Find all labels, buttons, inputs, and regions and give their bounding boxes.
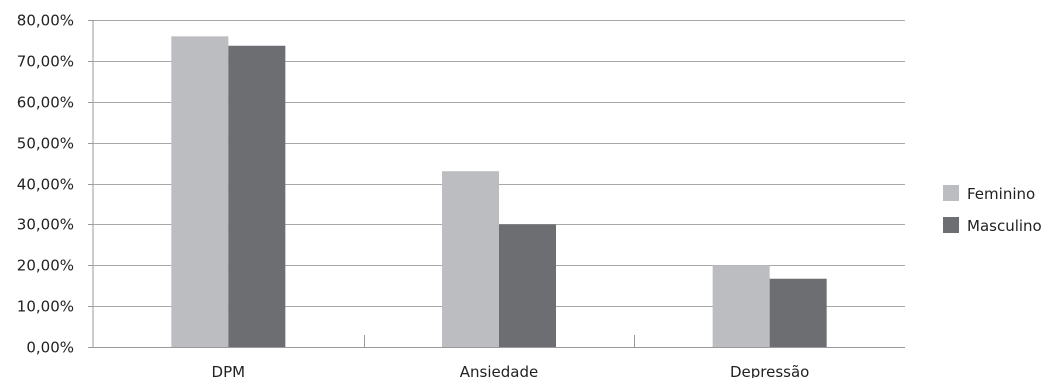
bars: [171, 36, 827, 347]
y-axis-tick-labels: 0,00% 10,00% 20,00% 30,00% 40,00% 50,00% 60,00…: [17, 12, 74, 357]
legend-swatch-feminino: [943, 185, 959, 201]
x-category-label: DPM: [212, 363, 246, 378]
x-axis-category-labels: DPM Ansiedade Depressão: [212, 363, 810, 381]
x-category-label: Depressão: [730, 363, 809, 378]
x-category-label: Ansiedade: [460, 363, 538, 378]
bar-feminino-1: [171, 36, 229, 347]
y-tick-label: 30,00%: [17, 216, 74, 234]
y-tick-label: 70,00%: [17, 53, 74, 71]
legend-label-masculino: Masculino: [967, 217, 1042, 235]
y-tick-label: 80,00%: [17, 12, 74, 30]
bar-masculino-1: [228, 45, 286, 347]
y-tick-label: 60,00%: [17, 94, 74, 112]
y-tick-label: 20,00%: [17, 257, 74, 275]
y-tick-label: 50,00%: [17, 135, 74, 153]
y-tick-label: 40,00%: [17, 176, 74, 194]
legend-swatch-masculino: [943, 217, 959, 233]
bar-feminino-3: [712, 265, 770, 347]
legend: Feminino Masculino: [943, 185, 1042, 235]
y-tick-label: 10,00%: [17, 298, 74, 316]
y-tick-label: 0,00%: [26, 339, 74, 357]
bar-masculino-3: [769, 278, 827, 347]
bar-feminino-2: [442, 171, 499, 347]
legend-label-feminino: Feminino: [967, 185, 1035, 203]
x-axis: [92, 20, 905, 348]
bar-masculino-2: [499, 224, 556, 347]
